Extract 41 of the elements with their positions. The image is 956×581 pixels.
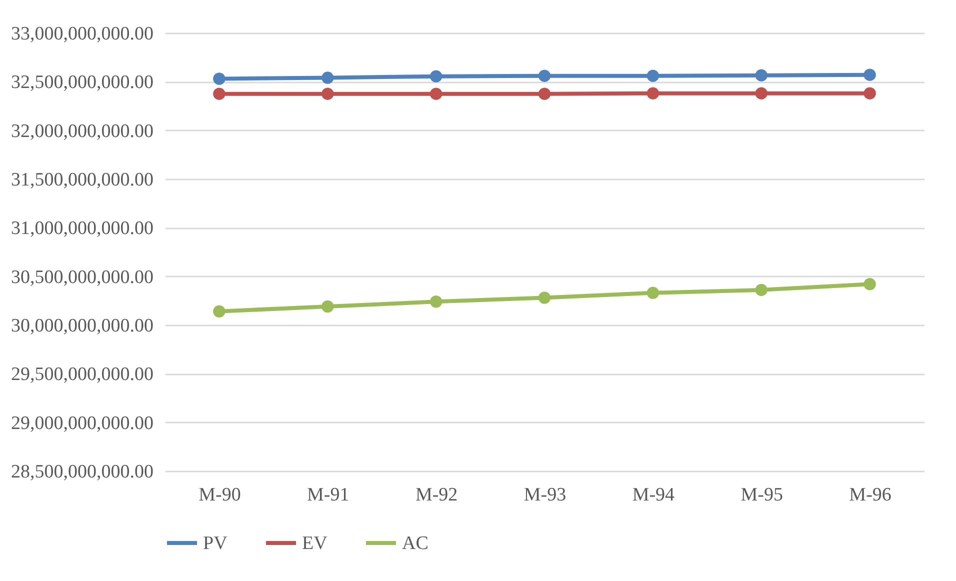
point <box>322 300 334 313</box>
x-tick-label: M-94 <box>632 484 676 506</box>
point <box>538 70 551 82</box>
legend-label: EV <box>302 533 328 554</box>
point <box>213 88 226 100</box>
point <box>646 70 660 82</box>
x-tick-label: M-93 <box>524 484 566 506</box>
x-tick-label: M-90 <box>198 484 241 506</box>
y-tick-label: 31,500,000,000.00 <box>11 170 154 190</box>
x-tick-label: M-91 <box>307 484 350 506</box>
x-tick-label: M-92 <box>415 484 458 506</box>
point <box>755 284 768 296</box>
point <box>755 87 768 100</box>
y-tick-label: 29,000,000,000.00 <box>11 412 154 434</box>
y-tick-label: 31,000,000,000.00 <box>11 218 154 240</box>
y-tick-label: 29,500,000,000.00 <box>11 364 154 386</box>
y-tick-label: 30,000,000,000.00 <box>11 316 154 336</box>
point <box>755 69 768 82</box>
point <box>646 87 660 100</box>
point <box>430 70 442 82</box>
y-tick-label: 32,000,000,000.00 <box>11 120 154 142</box>
y-tick-label: 32,500,000,000.00 <box>11 72 154 94</box>
x-tick-label: M-96 <box>849 484 892 506</box>
point <box>646 286 660 299</box>
point <box>430 296 442 308</box>
y-tick-label: 28,500,000,000.00 <box>11 462 154 482</box>
point <box>864 68 876 81</box>
x-tick-label: M-95 <box>740 484 783 506</box>
legend-label: AC <box>402 533 428 554</box>
legend-label: PV <box>203 533 228 554</box>
point <box>864 278 876 290</box>
point <box>322 88 334 100</box>
point <box>213 305 226 318</box>
point <box>538 88 551 100</box>
point <box>430 88 442 100</box>
y-tick-label: 33,000,000,000.00 <box>11 24 154 44</box>
point <box>864 87 876 100</box>
y-tick-label: 30,500,000,000.00 <box>11 266 154 288</box>
point <box>322 72 334 84</box>
point <box>213 72 226 85</box>
point <box>538 292 551 304</box>
